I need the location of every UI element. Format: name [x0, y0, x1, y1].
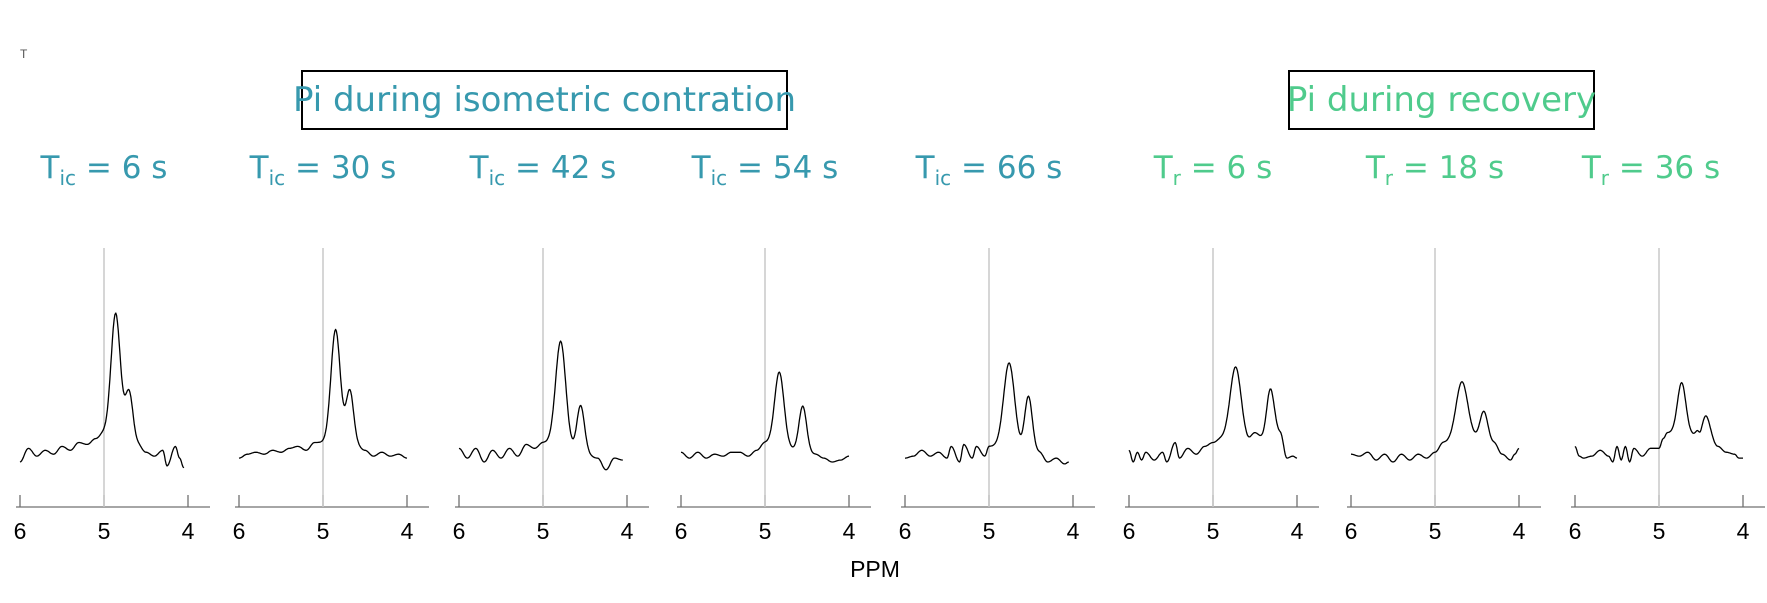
x-tick-label: 4 [182, 518, 195, 544]
panel-title-rest: = 66 s [951, 150, 1063, 186]
spectrum-trace [1351, 381, 1520, 463]
corner-mark: T [20, 47, 28, 61]
x-tick-label: 6 [233, 518, 246, 544]
panel-title-main: T [40, 150, 60, 186]
panel-title-rest: = 6 s [76, 150, 168, 186]
x-axis-label: PPM [850, 556, 900, 582]
panel-title: Tic = 30 s [213, 150, 433, 188]
panel-title-rest: = 36 s [1609, 150, 1721, 186]
recovery-group-label: Pi during recovery [1286, 70, 1597, 130]
x-tick-label: 5 [983, 518, 996, 544]
panel-title-main: T [1153, 150, 1173, 186]
panel-title-subscript: r [1600, 166, 1610, 190]
isometric-group-label-text: Pi during isometric contration [292, 80, 797, 120]
panel-title-rest: = 42 s [505, 150, 617, 186]
panel-title-subscript: ic [710, 166, 728, 190]
x-tick-label: 5 [98, 518, 111, 544]
spectrum-trace [19, 312, 185, 469]
isometric-group-label: Pi during isometric contration [293, 70, 796, 130]
panel-title-subscript: ic [934, 166, 952, 190]
panel-title-subscript: ic [59, 166, 77, 190]
x-tick-label: 4 [401, 518, 414, 544]
panel-title-main: T [249, 150, 269, 186]
x-tick-label: 4 [1737, 518, 1750, 544]
recovery-group-label-text: Pi during recovery [1286, 80, 1597, 120]
panel-title: Tic = 6 s [0, 150, 214, 188]
x-tick-label: 5 [317, 518, 330, 544]
panel-title-rest: = 18 s [1393, 150, 1505, 186]
panel-title-main: T [915, 150, 935, 186]
x-tick-label: 5 [759, 518, 772, 544]
x-tick-label: 6 [14, 518, 27, 544]
panel-title: Tr = 18 s [1325, 150, 1545, 188]
spectrum-trace [905, 362, 1069, 465]
x-tick-label: 4 [621, 518, 634, 544]
panel-title-main: T [469, 150, 489, 186]
x-tick-label: 4 [843, 518, 856, 544]
panel-title: Tic = 42 s [433, 150, 653, 188]
panel-title-main: T [1581, 150, 1601, 186]
panel-title: Tic = 54 s [655, 150, 875, 188]
panel-title: Tr = 36 s [1541, 150, 1761, 188]
spectrum-trace [238, 328, 408, 459]
x-tick-label: 6 [899, 518, 912, 544]
x-tick-label: 5 [1429, 518, 1442, 544]
panel-title-main: T [691, 150, 711, 186]
spectrum-trace [680, 371, 850, 463]
panel-title-rest: = 30 s [285, 150, 397, 186]
spectrum-trace [458, 340, 623, 471]
panel-title-rest: = 6 s [1180, 150, 1273, 186]
x-tick-label: 6 [1345, 518, 1358, 544]
x-tick-label: 5 [1207, 518, 1220, 544]
x-tick-label: 4 [1067, 518, 1080, 544]
panel-title-subscript: ic [488, 166, 506, 190]
spectrum-trace [1128, 366, 1298, 463]
x-tick-label: 4 [1291, 518, 1304, 544]
x-tick-label: 5 [537, 518, 550, 544]
panel-title-main: T [1365, 150, 1385, 186]
x-tick-label: 6 [453, 518, 466, 544]
x-tick-label: 4 [1513, 518, 1526, 544]
x-tick-label: 6 [1123, 518, 1136, 544]
x-tick-label: 6 [1569, 518, 1582, 544]
panel-title: Tic = 66 s [879, 150, 1099, 188]
panel-title-subscript: ic [268, 166, 286, 190]
panel-title-subscript: r [1384, 166, 1394, 190]
x-tick-label: 6 [675, 518, 688, 544]
panel-title-rest: = 54 s [727, 150, 839, 186]
spectrum-trace [1574, 381, 1743, 463]
panel-title-subscript: r [1172, 166, 1181, 190]
panel-title: Tr = 6 s [1103, 150, 1323, 188]
x-tick-label: 5 [1653, 518, 1666, 544]
